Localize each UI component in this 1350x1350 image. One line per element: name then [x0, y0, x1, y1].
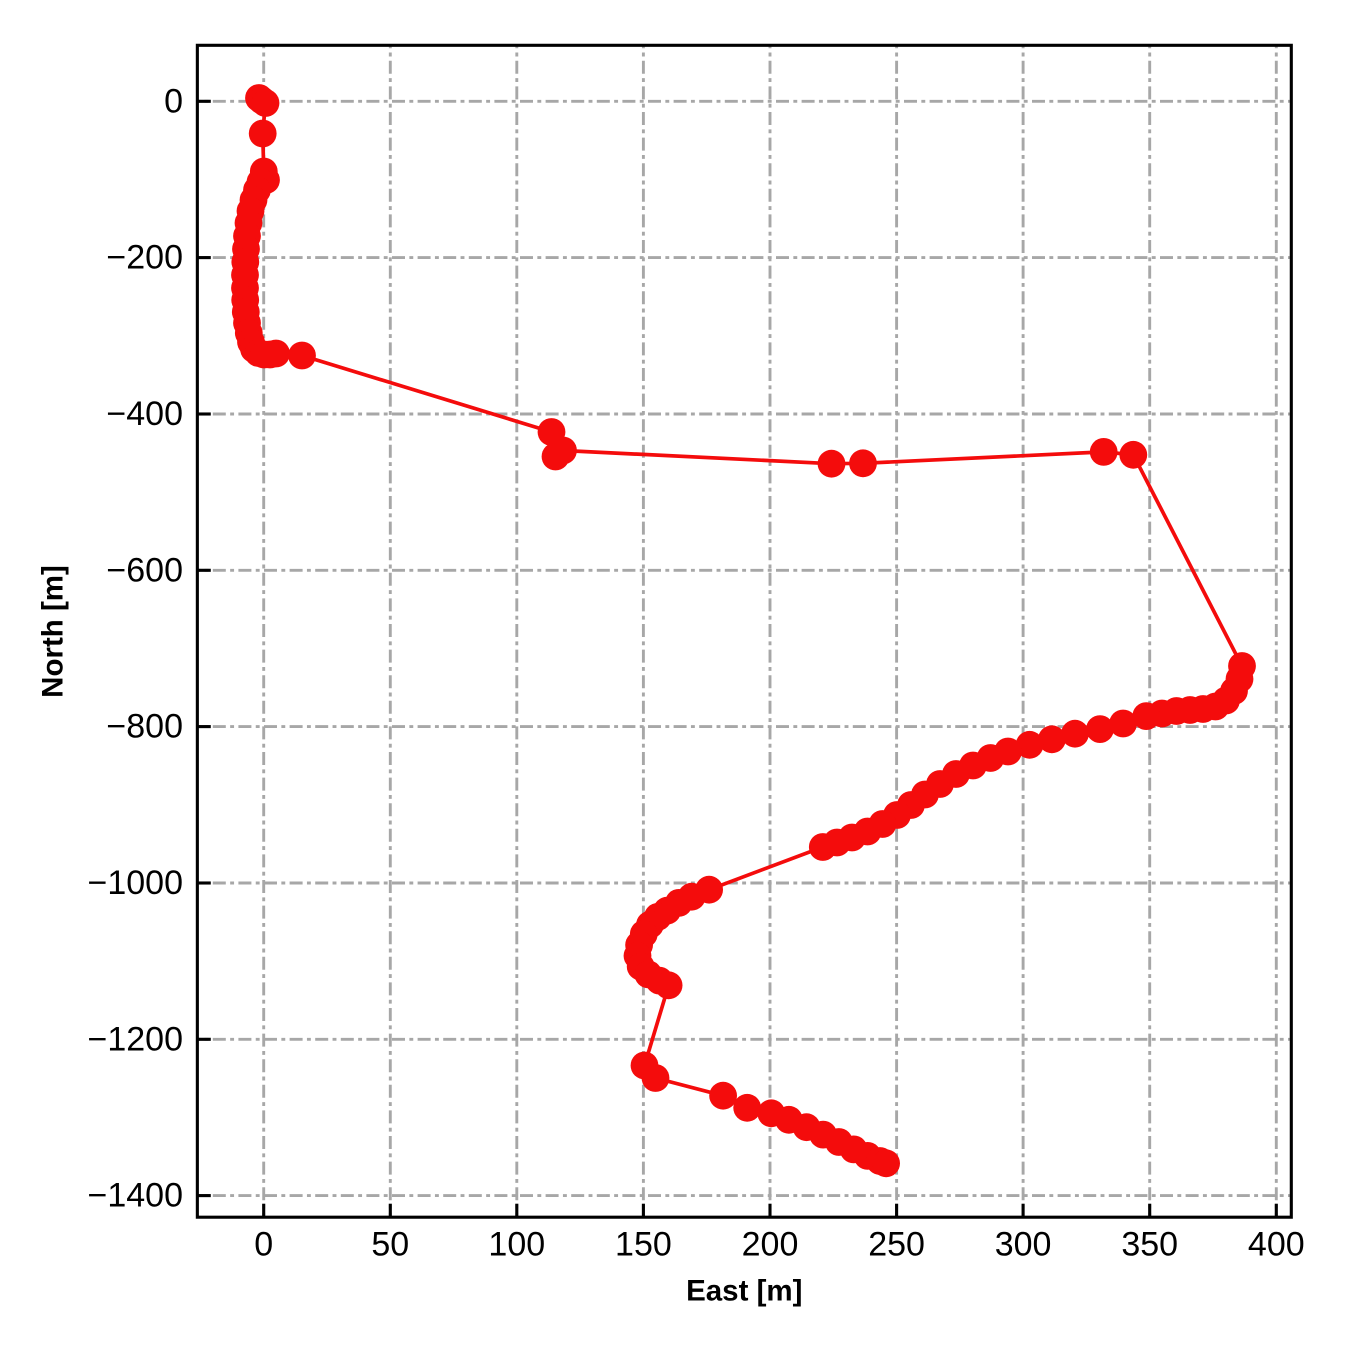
svg-text:−800: −800 — [106, 708, 183, 746]
svg-text:−600: −600 — [106, 551, 183, 589]
svg-text:North [m]: North [m] — [37, 565, 70, 698]
svg-text:400: 400 — [1248, 1226, 1305, 1264]
svg-text:150: 150 — [615, 1226, 672, 1264]
svg-text:50: 50 — [371, 1226, 409, 1264]
svg-text:200: 200 — [742, 1226, 799, 1264]
svg-text:250: 250 — [868, 1226, 925, 1264]
svg-text:−1400: −1400 — [88, 1177, 184, 1215]
svg-text:0: 0 — [164, 82, 183, 120]
svg-text:East [m]: East [m] — [686, 1275, 802, 1308]
svg-text:−400: −400 — [106, 395, 183, 433]
svg-text:−1000: −1000 — [88, 864, 184, 902]
svg-text:0: 0 — [254, 1226, 273, 1264]
svg-text:100: 100 — [488, 1226, 545, 1264]
svg-text:−1200: −1200 — [88, 1020, 184, 1058]
svg-text:300: 300 — [995, 1226, 1052, 1264]
svg-text:−200: −200 — [106, 239, 183, 277]
svg-text:350: 350 — [1121, 1226, 1178, 1264]
